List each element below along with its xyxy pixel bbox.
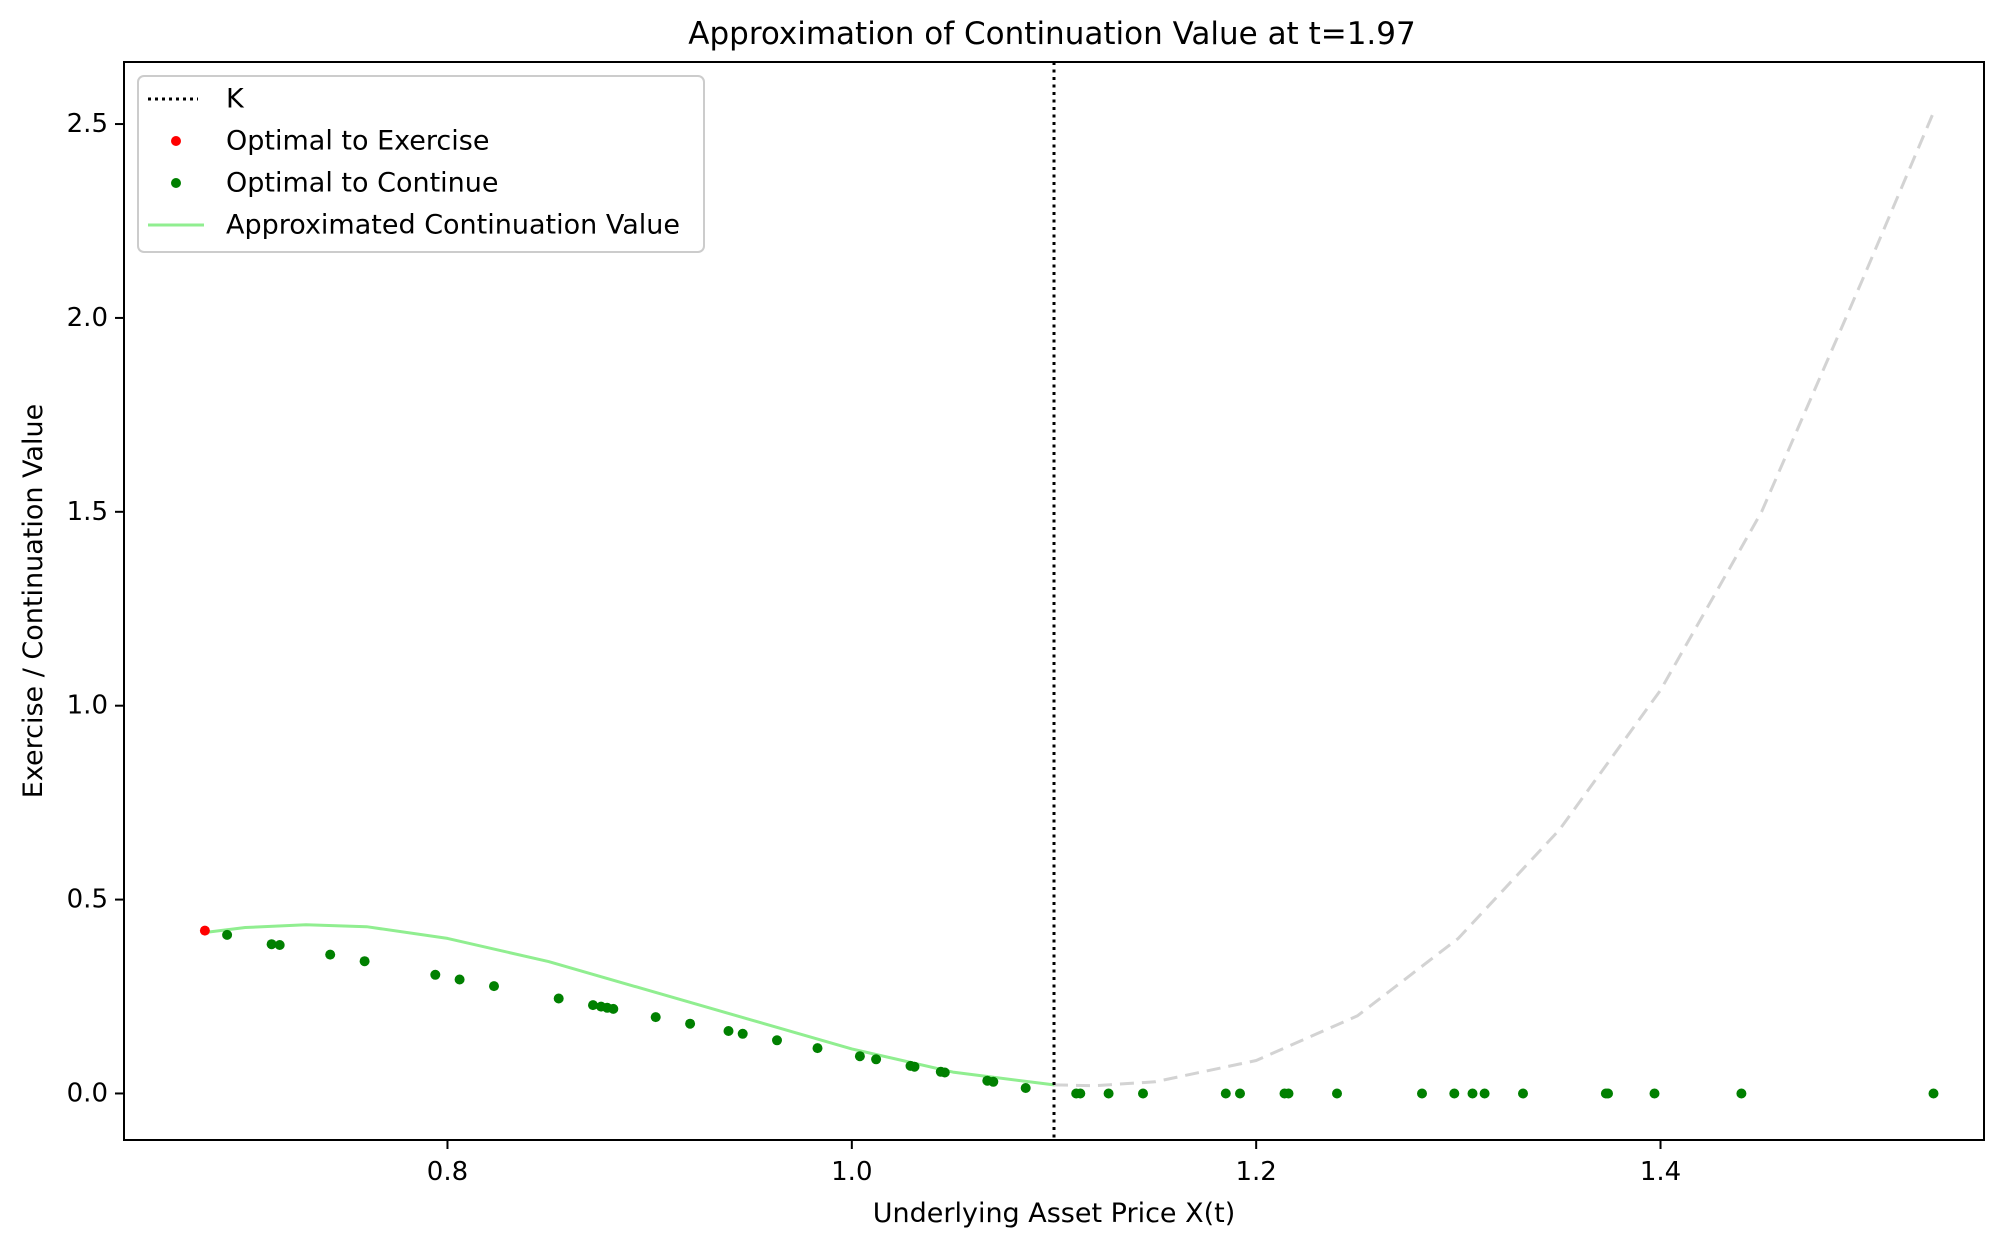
x-axis-ticks: 0.8 1.0 1.2 1.4 <box>427 1140 1681 1187</box>
y-tick-label: 0.5 <box>67 885 108 915</box>
continue-point <box>1220 1088 1231 1099</box>
exercise-point <box>199 925 210 936</box>
continue-point <box>723 1026 734 1036</box>
continue-point <box>1649 1088 1660 1099</box>
legend-label-continue: Optimal to Continue <box>226 168 499 199</box>
continuation-value-line <box>203 923 1056 1087</box>
y-tick-label: 1.5 <box>67 497 108 527</box>
continue-point <box>274 940 285 950</box>
continue-point <box>588 1000 598 1011</box>
continue-point <box>359 956 370 967</box>
y-tick-label: 1.0 <box>67 691 108 721</box>
continue-point <box>489 981 499 992</box>
y-tick-label: 2.5 <box>67 109 108 139</box>
continue-point <box>1449 1088 1460 1099</box>
continue-point <box>854 1051 865 1062</box>
continue-point <box>454 974 465 985</box>
continue-point <box>871 1054 882 1065</box>
continue-point <box>939 1067 950 1078</box>
continue-point <box>1075 1088 1086 1099</box>
y-tick-label: 0.0 <box>67 1078 108 1108</box>
x-tick-label: 1.4 <box>1640 1157 1681 1187</box>
continue-point <box>1518 1088 1528 1099</box>
plot-content <box>199 62 1939 1140</box>
x-axis-label: Underlying Asset Price X(t) <box>873 1198 1236 1229</box>
x-tick-label: 1.2 <box>1235 1157 1276 1187</box>
continue-point <box>1417 1088 1427 1099</box>
continue-point <box>772 1035 782 1046</box>
continue-point <box>737 1028 748 1039</box>
payoff-curve-line <box>1053 111 1935 1088</box>
x-tick-label: 0.8 <box>427 1157 468 1187</box>
continue-point <box>1283 1088 1294 1099</box>
continue-point <box>266 939 277 950</box>
continue-point <box>1479 1088 1490 1099</box>
continue-point <box>430 969 441 980</box>
continue-point <box>1332 1088 1342 1099</box>
continue-point <box>325 949 336 960</box>
legend-marker-exercise <box>171 136 181 146</box>
axes-frame <box>123 61 1985 1141</box>
plot-area <box>199 62 1939 1140</box>
x-tick-label: 1.0 <box>831 1157 872 1187</box>
chart-title: Approximation of Continuation Value at t… <box>688 16 1415 52</box>
continue-point <box>1467 1088 1478 1099</box>
legend-label-strike: K <box>226 84 245 115</box>
continue-point <box>1603 1088 1613 1099</box>
legend-label-exercise: Optimal to Exercise <box>226 126 489 157</box>
continue-point <box>812 1043 823 1054</box>
continue-point <box>1103 1088 1114 1099</box>
continue-point <box>1235 1088 1245 1099</box>
continue-point <box>1736 1088 1747 1099</box>
legend-label-continuation-line: Approximated Continuation Value <box>226 210 680 241</box>
continue-point <box>909 1061 920 1072</box>
y-axis-label: Exercise / Continuation Value <box>18 404 49 798</box>
legend-marker-continue <box>171 178 181 188</box>
legend: K Optimal to Exercise Optimal to Continu… <box>137 75 705 253</box>
continue-point <box>553 993 564 1004</box>
continue-point <box>988 1076 999 1087</box>
continue-point <box>1928 1088 1939 1099</box>
continue-point <box>1020 1083 1031 1093</box>
y-axis-ticks: 0.0 0.5 1.0 1.5 2.0 2.5 <box>67 109 124 1108</box>
continue-point <box>608 1003 619 1014</box>
continue-point <box>222 929 233 940</box>
continue-point <box>650 1012 661 1023</box>
continue-point <box>1138 1088 1148 1099</box>
y-tick-label: 2.0 <box>67 303 108 333</box>
legend-box <box>137 75 705 253</box>
continue-point <box>685 1018 696 1029</box>
